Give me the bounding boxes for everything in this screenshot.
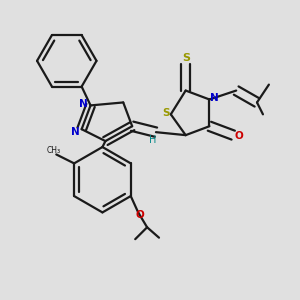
- Text: N: N: [71, 127, 80, 137]
- Text: N: N: [79, 99, 88, 109]
- Text: O: O: [234, 131, 243, 141]
- Text: O: O: [135, 210, 144, 220]
- Text: S: S: [163, 108, 170, 118]
- Text: S: S: [182, 53, 190, 64]
- Text: CH₃: CH₃: [46, 146, 60, 154]
- Text: N: N: [209, 93, 218, 103]
- Text: H: H: [149, 136, 157, 146]
